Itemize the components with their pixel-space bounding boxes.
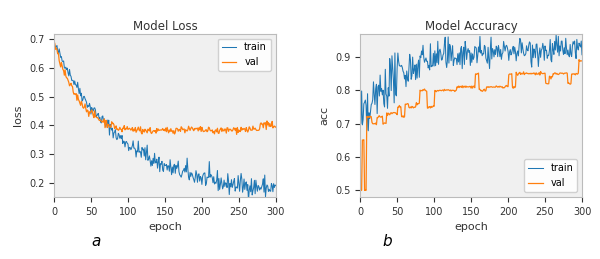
train bbox=[490, 49, 497, 52]
train bbox=[51, 44, 58, 47]
val bbox=[557, 72, 565, 75]
val bbox=[238, 128, 245, 132]
train bbox=[252, 179, 259, 182]
val bbox=[489, 86, 496, 89]
Line: val: val bbox=[55, 43, 276, 134]
val bbox=[578, 59, 586, 62]
train bbox=[544, 54, 551, 57]
Legend: train, val: train, val bbox=[218, 39, 271, 71]
val bbox=[488, 85, 496, 89]
train bbox=[553, 33, 560, 37]
val bbox=[575, 58, 583, 61]
Line: val: val bbox=[361, 60, 582, 191]
train bbox=[182, 164, 189, 167]
train bbox=[493, 46, 500, 49]
Text: b: b bbox=[382, 234, 392, 249]
train bbox=[187, 171, 194, 174]
val bbox=[183, 129, 190, 132]
Legend: train, val: train, val bbox=[524, 159, 577, 192]
train bbox=[245, 199, 252, 203]
X-axis label: epoch: epoch bbox=[454, 222, 488, 232]
train bbox=[52, 46, 59, 49]
val bbox=[358, 189, 365, 192]
Y-axis label: loss: loss bbox=[13, 105, 23, 126]
val bbox=[493, 84, 500, 88]
val bbox=[233, 133, 240, 136]
Line: train: train bbox=[55, 45, 276, 201]
Title: Model Accuracy: Model Accuracy bbox=[425, 19, 517, 32]
val bbox=[544, 82, 551, 85]
train bbox=[489, 47, 496, 50]
val bbox=[182, 128, 189, 131]
train bbox=[578, 53, 586, 56]
val bbox=[51, 42, 58, 45]
train bbox=[358, 89, 365, 92]
val bbox=[52, 48, 59, 51]
train bbox=[272, 184, 280, 187]
X-axis label: epoch: epoch bbox=[148, 222, 182, 232]
val bbox=[272, 126, 280, 129]
train bbox=[365, 129, 372, 132]
val bbox=[357, 189, 364, 192]
Y-axis label: acc: acc bbox=[319, 106, 329, 125]
Text: a: a bbox=[91, 234, 101, 249]
Title: Model Loss: Model Loss bbox=[133, 19, 197, 32]
Line: train: train bbox=[361, 35, 582, 131]
train bbox=[238, 172, 245, 175]
train bbox=[559, 48, 566, 52]
val bbox=[187, 129, 194, 132]
val bbox=[252, 128, 259, 131]
train bbox=[357, 122, 364, 125]
train bbox=[183, 170, 190, 174]
